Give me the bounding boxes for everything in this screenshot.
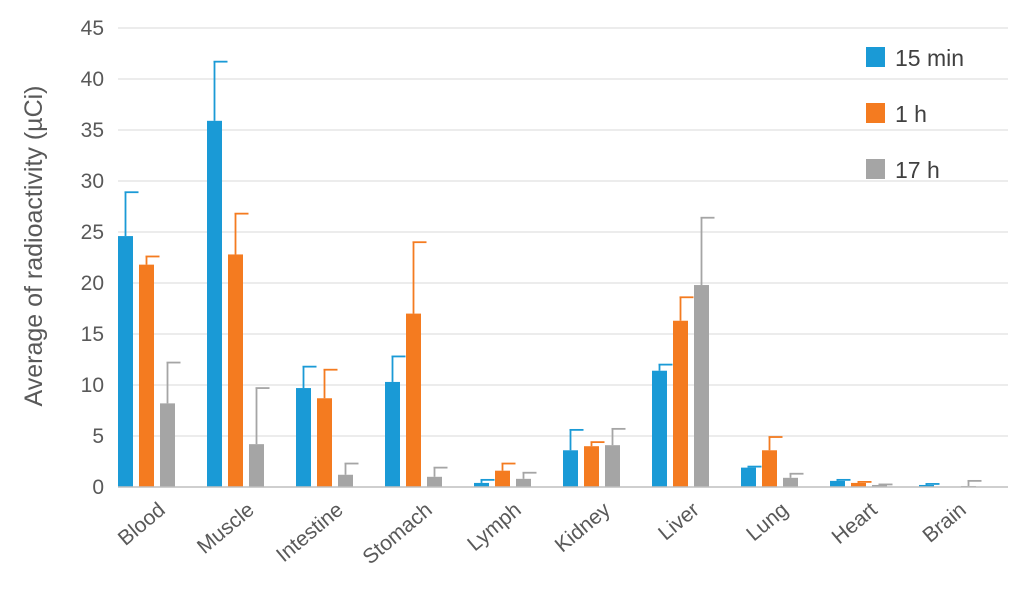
legend-swatch [866, 159, 885, 179]
bar-1-h-blood [139, 264, 154, 487]
legend-swatch [866, 47, 885, 67]
y-tick-label: 5 [92, 425, 104, 448]
x-category-label: Intestine [272, 498, 348, 567]
y-tick-label: 45 [81, 17, 104, 40]
x-category-label: Lung [742, 498, 793, 546]
bar-1-h-muscle [228, 254, 243, 487]
x-category-label: Stomach [358, 498, 436, 569]
bar-1-h-liver [673, 320, 688, 487]
y-tick-label: 35 [81, 119, 104, 142]
y-axis-title: Average of radioactivity (µCi) [20, 85, 48, 406]
y-tick-label: 25 [81, 221, 104, 244]
bar-17-h-lymph [516, 478, 531, 487]
x-category-label: Kidney [551, 498, 615, 557]
y-tick-label: 0 [92, 476, 104, 499]
y-tick-label: 30 [81, 170, 104, 193]
y-tick-label: 10 [81, 374, 104, 397]
bar-1-h-intestine [317, 398, 332, 487]
bar-17-h-blood [160, 403, 175, 487]
y-axis-ticks: 0 5 10 15 20 25 30 35 40 45 [81, 17, 104, 499]
x-category-label: Blood [114, 498, 170, 550]
legend-label: 1 h [895, 101, 927, 127]
legend-swatch [866, 103, 885, 123]
x-axis-categories: Blood Muscle Intestine Stomach Lymph Kidney Li… [114, 498, 971, 569]
bar-1-h-kidney [584, 446, 599, 487]
x-category-label: Lymph [463, 498, 525, 556]
bar-15-min-muscle [207, 120, 222, 487]
bar-17-h-liver [694, 285, 709, 487]
bar-15-min-kidney [563, 450, 578, 487]
bar-15-min-stomach [385, 381, 400, 487]
bar-1-h-lung [762, 450, 777, 487]
bar-17-h-heart [872, 484, 887, 487]
bar-15-min-liver [652, 370, 667, 487]
bars [118, 120, 976, 487]
y-tick-label: 40 [81, 68, 104, 91]
bar-1-h-stomach [406, 313, 421, 487]
bar-17-h-intestine [338, 474, 353, 487]
gridlines [118, 27, 1008, 437]
bar-15-min-brain [919, 484, 934, 487]
x-category-label: Brain [918, 498, 970, 547]
legend: 15 min 1 h 17 h [866, 45, 964, 183]
bar-17-h-lung [783, 477, 798, 487]
bar-15-min-lung [741, 467, 756, 487]
x-category-label: Muscle [193, 498, 259, 558]
bar-17-h-stomach [427, 476, 442, 487]
x-category-label: Liver [654, 498, 704, 545]
legend-label: 17 h [895, 157, 940, 183]
error-bars [124, 60, 982, 486]
bar-15-min-lymph [474, 482, 489, 487]
bar-15-min-blood [118, 236, 133, 487]
bar-1-h-lymph [495, 470, 510, 487]
bar-17-h-muscle [249, 444, 264, 487]
bar-17-h-kidney [605, 445, 620, 487]
bar-1-h-heart [851, 482, 866, 487]
legend-label: 15 min [895, 45, 964, 71]
bar-15-min-intestine [296, 388, 311, 487]
y-tick-label: 15 [81, 323, 104, 346]
bar-15-min-heart [830, 480, 845, 487]
y-tick-label: 20 [81, 272, 104, 295]
x-category-label: Heart [828, 498, 882, 549]
